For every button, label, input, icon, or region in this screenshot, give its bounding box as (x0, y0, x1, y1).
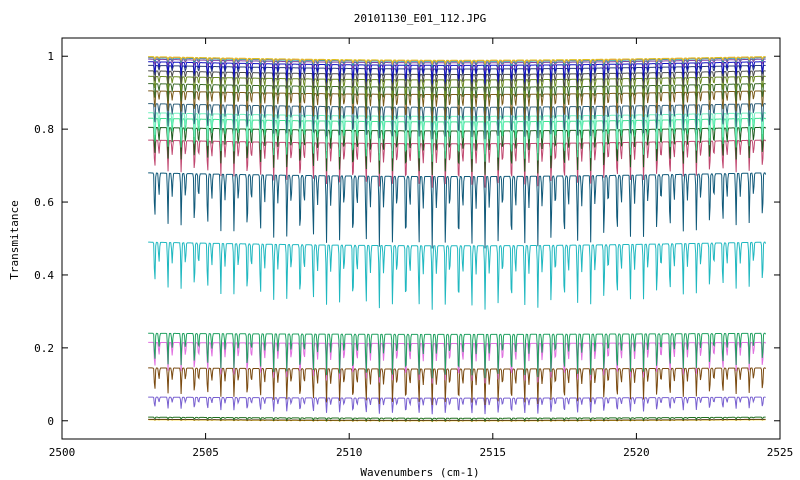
plot-area (61, 37, 781, 440)
series-line-13 (148, 103, 766, 140)
series-line-11 (148, 117, 767, 162)
x-tick-label: 2515 (480, 446, 507, 459)
x-axis-label: Wavenumbers (cm-1) (360, 466, 479, 479)
series-line-20 (148, 58, 766, 71)
series-lines (148, 56, 767, 423)
x-tick-label: 2520 (623, 446, 650, 459)
plot-frame (61, 37, 781, 440)
y-tick-label: 1 (47, 50, 54, 63)
series-line-6 (148, 332, 767, 379)
series-line-14 (148, 90, 766, 123)
y-tick-label: 0.2 (34, 342, 54, 355)
y-axis-label: Transmitance (8, 200, 21, 279)
series-line-18 (148, 64, 766, 85)
y-axis: 0 0.2 0.4 0.6 0.8 1 Transmitance (8, 50, 780, 428)
y-tick-label: 0 (47, 415, 54, 428)
chart-title: 20101130_E01_112.JPG (354, 12, 486, 25)
series-line-17 (148, 70, 766, 93)
x-tick-label: 2525 (767, 446, 794, 459)
y-tick-label: 0.4 (34, 269, 54, 282)
y-tick-label: 0.6 (34, 196, 54, 209)
series-line-7 (148, 241, 767, 310)
y-tick-label: 0.8 (34, 123, 54, 136)
series-line-1 (148, 418, 766, 422)
series-line-10 (148, 126, 767, 175)
series-line-2 (148, 416, 766, 422)
x-tick-label: 2505 (192, 446, 219, 459)
series-line-8 (148, 172, 767, 249)
x-tick-label: 2510 (336, 446, 363, 459)
series-line-12 (148, 112, 767, 155)
series-line-4 (148, 367, 767, 406)
series-line-9 (148, 139, 767, 188)
series-line-19 (148, 61, 766, 84)
x-tick-label: 2500 (49, 446, 76, 459)
series-line-5 (148, 341, 767, 384)
x-axis: 2500 2505 2510 2515 2520 2525 Wavenumbers (cm… (49, 38, 794, 479)
series-line-16 (148, 75, 766, 100)
series-line-21 (148, 57, 766, 68)
series-line-15 (148, 83, 766, 112)
series-line-23 (148, 56, 766, 66)
series-line-3 (148, 396, 766, 415)
